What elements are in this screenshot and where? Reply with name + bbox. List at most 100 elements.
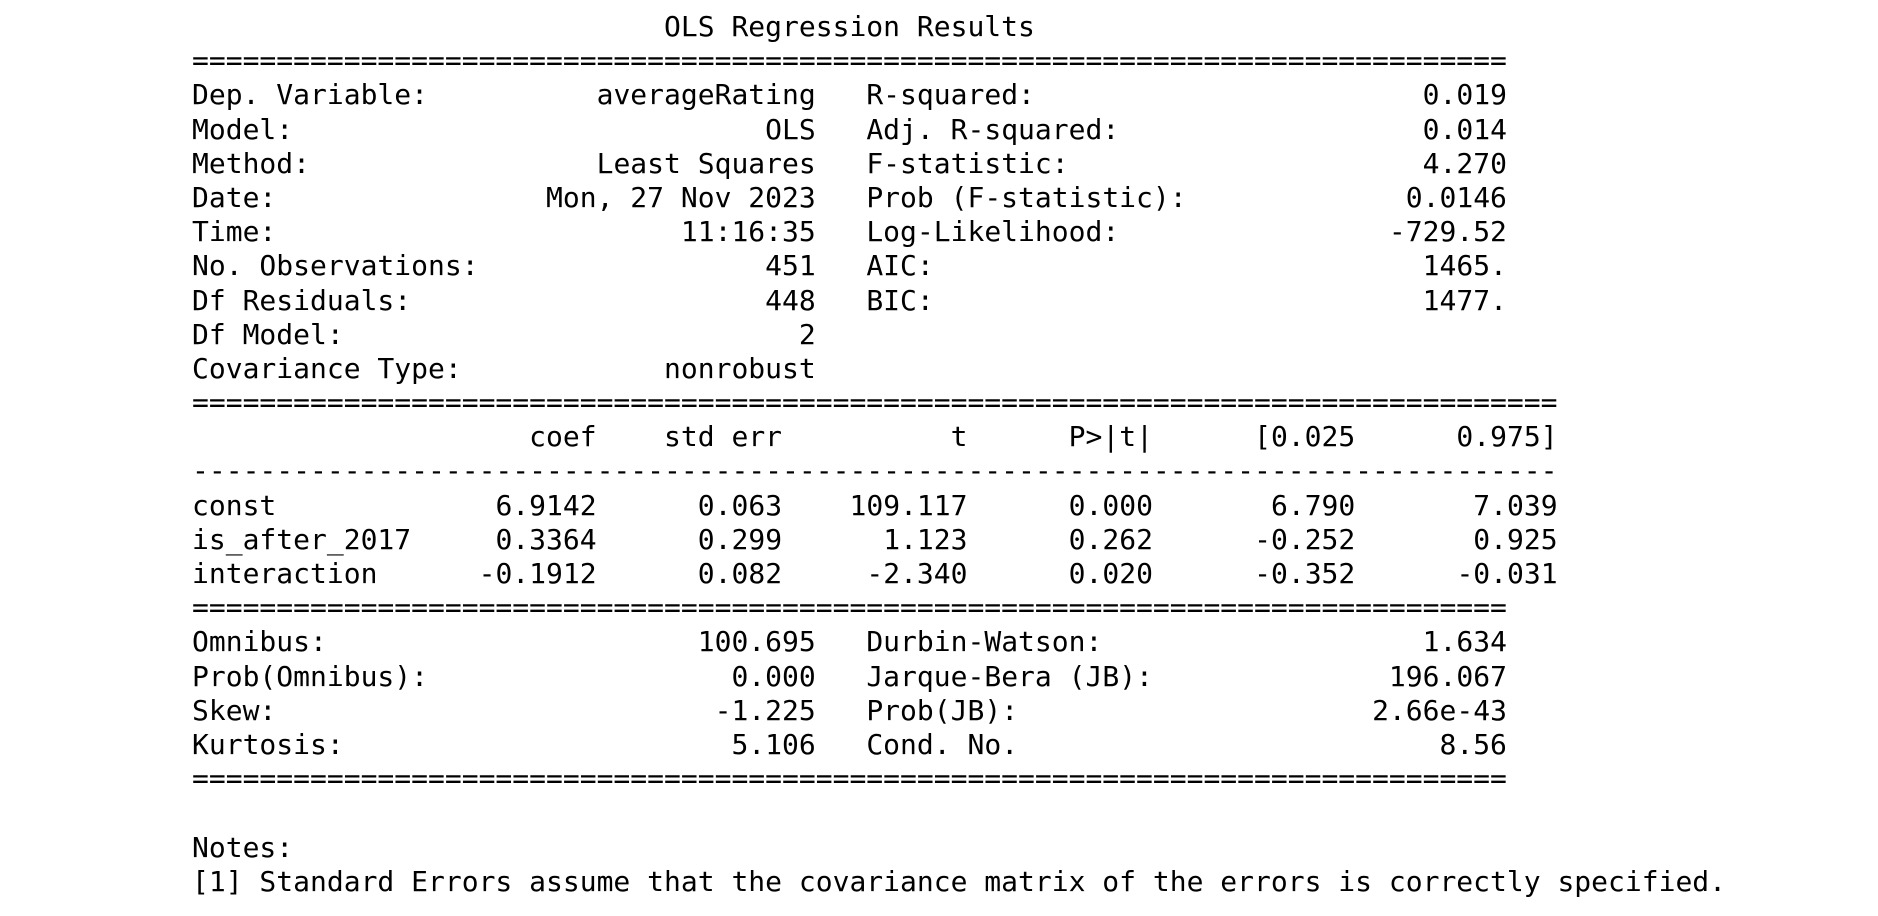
coef-cell: 1.123 (883, 522, 968, 556)
summary-right-label: R-squared: (866, 78, 1035, 112)
summary-right-value: 1477. (1422, 283, 1507, 317)
summary-right-value: 0.0146 (1405, 180, 1507, 214)
coef-table-body: const 6.9142 0.063 109.117 0.000 6.790 7… (192, 489, 1726, 592)
summary-left-label: Model: (192, 112, 294, 146)
coef-column-header: [0.025 (1254, 420, 1356, 454)
coef-cell: 0.000 (1068, 488, 1153, 522)
coef-cell: 6.9142 (495, 488, 597, 522)
model-summary-table: Dep. Variable: averageRating R-squared: … (192, 78, 1726, 386)
summary-right-value: 0.019 (1422, 78, 1507, 112)
summary-left-label: Df Residuals: (192, 283, 412, 317)
diagnostic-row: Kurtosis: 5.106 Cond. No. 8.56 (192, 728, 1726, 762)
separator-top: ========================================… (192, 44, 1507, 78)
summary-right-label: Prob (F-statistic): (866, 180, 1187, 214)
ols-regression-report: OLS Regression Results ==================… (192, 10, 1726, 899)
coef-table-row: is_after_2017 0.3364 0.299 1.123 0.262 -… (192, 523, 1726, 557)
summary-right-value: 0.014 (1422, 112, 1507, 146)
coef-cell: -0.352 (1254, 557, 1356, 590)
summary-left-label: Method: (192, 146, 311, 180)
coef-table-header: coef std err t P>|t| [0.025 0.975] (192, 420, 1726, 454)
summary-row: Df Residuals: 448 BIC: 1477. (192, 284, 1726, 318)
diagnostic-left-value: 5.106 (731, 727, 816, 761)
separator-coef-mid: ----------------------------------------… (192, 454, 1558, 488)
coef-column-header: std err (664, 420, 783, 454)
coef-cell: 0.063 (697, 488, 783, 522)
summary-left-value: nonrobust (664, 351, 816, 385)
coef-cell: -0.031 (1456, 557, 1558, 590)
coef-row-name: is_after_2017 (192, 522, 412, 556)
summary-left-label: Covariance Type: (192, 351, 462, 385)
coef-cell: 6.790 (1270, 488, 1356, 522)
summary-left-label: No. Observations: (192, 249, 479, 283)
summary-row: Covariance Type: nonrobust (192, 352, 1726, 386)
separator-coef-top: ========================================… (192, 386, 1558, 420)
summary-row: Method: Least Squares F-statistic: 4.270 (192, 147, 1726, 181)
diagnostic-right-value: 2.66e-43 (1372, 693, 1507, 727)
summary-left-label: Df Model: (192, 317, 344, 351)
summary-left-value: 448 (765, 283, 816, 317)
coef-cell: -2.340 (866, 557, 968, 590)
coef-cell: 0.020 (1068, 557, 1153, 590)
coef-row-name: const (192, 488, 277, 522)
summary-right-label: AIC: (866, 249, 934, 283)
summary-left-value: Mon, 27 Nov 2023 (546, 180, 816, 214)
diagnostic-row: Prob(Omnibus): 0.000 Jarque-Bera (JB): 1… (192, 660, 1726, 694)
summary-left-value: averageRating (596, 78, 816, 112)
coef-column-header: t (950, 420, 968, 454)
diagnostic-right-label: Cond. No. (866, 727, 1019, 761)
coef-table-row: interaction -0.1912 0.082 -2.340 0.020 -… (192, 557, 1726, 591)
summary-left-label: Date: (192, 180, 277, 214)
diagnostic-left-label: Kurtosis: (192, 727, 344, 761)
separator-coef-bottom: ========================================… (192, 591, 1507, 625)
coef-cell: 0.3364 (495, 522, 597, 556)
summary-left-label: Dep. Variable: (192, 78, 429, 112)
coef-cell: 0.082 (697, 557, 783, 590)
coef-table-row: const 6.9142 0.063 109.117 0.000 6.790 7… (192, 489, 1726, 523)
summary-row: Date: Mon, 27 Nov 2023 Prob (F-statistic… (192, 181, 1726, 215)
diagnostic-right-label: Jarque-Bera (JB): (866, 659, 1153, 693)
coef-column-header: 0.975] (1456, 420, 1558, 454)
coef-column-header: coef (529, 420, 597, 454)
report-title: OLS Regression Results (664, 10, 1035, 43)
diagnostic-right-value: 8.56 (1439, 727, 1507, 761)
summary-row: Time: 11:16:35 Log-Likelihood: -729.52 (192, 215, 1726, 249)
summary-row: Dep. Variable: averageRating R-squared: … (192, 78, 1726, 112)
coef-cell: 7.039 (1473, 488, 1558, 522)
coef-cell: 0.299 (697, 522, 783, 556)
coef-cell: 109.117 (849, 488, 968, 522)
diagnostic-left-label: Prob(Omnibus): (192, 659, 429, 693)
diagnostic-right-value: 1.634 (1422, 625, 1507, 659)
summary-right-value: -729.52 (1388, 215, 1507, 249)
summary-left-value: 2 (798, 317, 816, 351)
summary-row: No. Observations: 451 AIC: 1465. (192, 249, 1726, 283)
diagnostics-table: Omnibus: 100.695 Durbin-Watson: 1.634 Pro… (192, 625, 1726, 762)
coef-column-header: P>|t| (1068, 420, 1153, 454)
diagnostic-row: Omnibus: 100.695 Durbin-Watson: 1.634 (192, 625, 1726, 659)
summary-right-label: F-statistic: (866, 146, 1069, 180)
coef-cell: 0.262 (1068, 522, 1153, 556)
summary-left-label: Time: (192, 215, 277, 249)
summary-right-label: Log-Likelihood: (866, 215, 1120, 249)
coef-cell: -0.1912 (478, 557, 597, 590)
diagnostic-left-value: 100.695 (697, 625, 816, 659)
diagnostic-left-value: 0.000 (731, 659, 816, 693)
diagnostic-right-value: 196.067 (1388, 659, 1507, 693)
summary-row: Model: OLS Adj. R-squared: 0.014 (192, 113, 1726, 147)
diagnostic-left-value: -1.225 (714, 693, 816, 727)
blank-line (192, 796, 1726, 830)
summary-left-value: OLS (765, 112, 816, 146)
note-item: [1] Standard Errors assume that the cova… (192, 864, 1727, 898)
coef-cell: 0.925 (1473, 522, 1558, 556)
diagnostic-left-label: Omnibus: (192, 625, 327, 659)
notes-heading: Notes: (192, 830, 294, 864)
summary-right-value: 4.270 (1422, 146, 1507, 180)
diagnostic-row: Skew: -1.225 Prob(JB): 2.66e-43 (192, 694, 1726, 728)
report-title-line: OLS Regression Results (192, 10, 1726, 44)
summary-left-value: Least Squares (596, 146, 816, 180)
diagnostic-right-label: Prob(JB): (866, 693, 1019, 727)
diagnostic-left-label: Skew: (192, 693, 277, 727)
diagnostic-right-label: Durbin-Watson: (866, 625, 1103, 659)
summary-left-value: 451 (765, 249, 816, 283)
coef-cell: -0.252 (1254, 522, 1356, 556)
summary-row: Df Model: 2 (192, 318, 1726, 352)
